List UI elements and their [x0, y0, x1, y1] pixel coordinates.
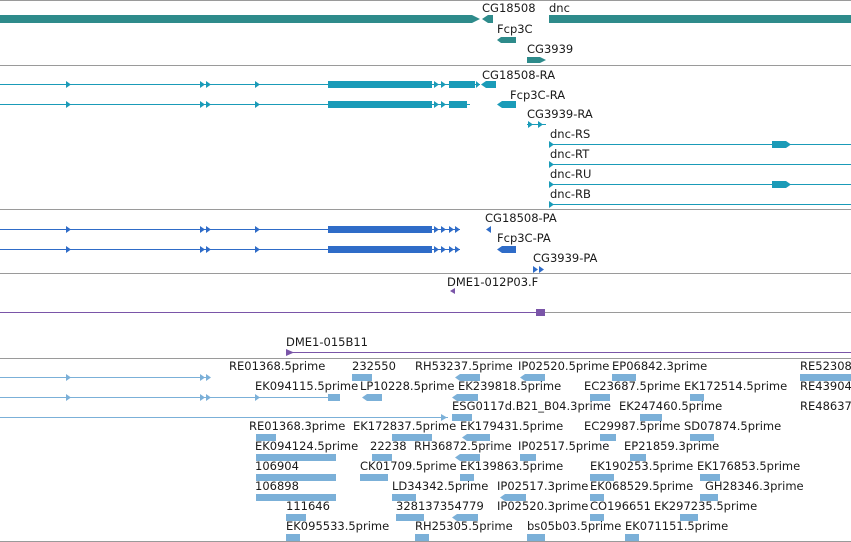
transcript-label-dnc-RS: dnc-RS	[550, 127, 590, 141]
est-label[interactable]: EC23687.5prime	[584, 379, 680, 393]
est-label[interactable]: EK094115.5prime	[255, 379, 358, 393]
est-label[interactable]: EK094124.5prime	[255, 439, 358, 453]
gene-label-CG18508: CG18508	[482, 1, 536, 15]
clone-label-DME1-012P03.F: DME1-012P03.F	[447, 275, 538, 289]
clone-line-upper[interactable]	[0, 309, 545, 316]
est-label[interactable]: 106904	[255, 459, 299, 473]
protein-label-CG3939-PA: CG3939-PA	[533, 251, 598, 265]
est-label[interactable]: EK190253.5prime	[590, 459, 693, 473]
est-label[interactable]: CK01709.5prime	[360, 459, 457, 473]
gene-CG18508[interactable]: CG18508	[0, 1, 536, 23]
transcript-CG3939-RA[interactable]: CG3939-RA	[527, 107, 593, 128]
protein-label-CG18508-PA: CG18508-PA	[485, 211, 557, 225]
gene-track: CG18508 dnc Fcp3C CG3939	[0, 1, 851, 63]
transcript-dnc-RB[interactable]: dnc-RB	[549, 187, 851, 208]
est-label[interactable]: SD07874.5prime	[684, 419, 781, 433]
est-label[interactable]: LD34342.5prime	[392, 479, 488, 493]
transcript-label-Fcp3C-RA: Fcp3C-RA	[510, 88, 565, 102]
transcript-label-dnc-RB: dnc-RB	[550, 187, 591, 201]
clone-DME1-012P03.F[interactable]: DME1-012P03.F	[447, 275, 538, 294]
clone-track-2: DME1-015B11	[0, 309, 851, 356]
est-track: RE01368.5prime 232550 RH53237.5prime IP0…	[0, 359, 851, 541]
est-label[interactable]: IP02517.5prime	[518, 439, 609, 453]
est-label[interactable]: EK179431.5prime	[460, 419, 563, 433]
est-label[interactable]: EP06842.3prime	[612, 359, 707, 373]
est-label[interactable]: 22238	[370, 439, 407, 453]
transcript-dnc-RS[interactable]: dnc-RS	[549, 127, 851, 148]
clone-track: DME1-012P03.F	[447, 275, 538, 294]
est-row-line-2[interactable]	[0, 394, 340, 401]
est-label[interactable]: RE01368.5prime	[229, 359, 325, 373]
protein-track: CG18508-PA Fcp3C-PA CG3939-PA	[0, 211, 598, 273]
est-row-line-1[interactable]	[0, 374, 211, 381]
est-label[interactable]: 111646	[286, 499, 330, 513]
protein-label-Fcp3C-PA: Fcp3C-PA	[497, 231, 551, 245]
gene-Fcp3C[interactable]: Fcp3C	[497, 22, 533, 43]
gene-CG3939[interactable]: CG3939	[527, 42, 573, 63]
est-label[interactable]: EK172837.5prime	[353, 419, 456, 433]
est-label[interactable]: RE48637	[800, 399, 851, 413]
protein-Fcp3C-PA-row[interactable]: Fcp3C-PA	[0, 231, 551, 253]
est-label[interactable]: 106898	[255, 479, 299, 493]
est-label[interactable]: RE01368.3prime	[249, 419, 345, 433]
est-label[interactable]: RE43904	[800, 379, 851, 393]
est-label[interactable]: RH36872.5prime	[414, 439, 512, 453]
clone-label-DME1-015B11: DME1-015B11	[286, 335, 368, 349]
est-label[interactable]: RH53237.5prime	[415, 359, 513, 373]
protein-CG3939-PA[interactable]: CG3939-PA	[533, 251, 598, 273]
est-label[interactable]: RE52308	[800, 359, 851, 373]
est-label[interactable]: CO196651	[590, 499, 651, 513]
transcript-label-dnc-RT: dnc-RT	[550, 147, 590, 161]
est-label[interactable]: GH28346.3prime	[705, 479, 804, 493]
clone-DME1-015B11[interactable]: DME1-015B11	[286, 335, 851, 356]
est-label[interactable]: bs05b03.5prime	[527, 519, 621, 533]
est-label[interactable]: LP10228.5prime	[360, 379, 454, 393]
est-label[interactable]: EK172514.5prime	[684, 379, 787, 393]
gene-label-dnc: dnc	[549, 1, 570, 15]
transcript-label-dnc-RU: dnc-RU	[550, 167, 591, 181]
transcript-dnc-RU[interactable]: dnc-RU	[549, 167, 851, 188]
est-label[interactable]: EK297235.5prime	[654, 499, 757, 513]
transcript-Fcp3C-RA-row[interactable]: Fcp3C-RA	[0, 88, 565, 108]
est-label[interactable]: IP02520.5prime	[518, 359, 609, 373]
est-label[interactable]: EC29987.5prime	[584, 419, 680, 433]
est-label[interactable]: 232550	[352, 359, 396, 373]
gene-label-Fcp3C: Fcp3C	[497, 22, 533, 36]
est-label[interactable]: IP02520.3prime	[497, 499, 588, 513]
est-label[interactable]: ESG0117d.B21_B04.3prime	[452, 399, 611, 413]
est-label[interactable]: EK071151.5prime	[625, 519, 728, 533]
gene-label-CG3939: CG3939	[527, 42, 573, 56]
est-label[interactable]: EK247460.5prime	[619, 399, 722, 413]
protein-CG18508-PA[interactable]: CG18508-PA	[0, 211, 557, 233]
est-label[interactable]: EP21859.3prime	[624, 439, 719, 453]
est-label[interactable]: EK239818.5prime	[458, 379, 561, 393]
est-label[interactable]: RH25305.5prime	[415, 519, 513, 533]
est-label[interactable]: 328137354779	[396, 499, 484, 513]
transcript-track: CG18508-RA Fcp3C-RA CG3939-RA	[0, 68, 851, 208]
est-row-line-3[interactable]	[0, 414, 448, 421]
est-label[interactable]: EK095533.5prime	[286, 519, 389, 533]
transcript-label-CG3939-RA: CG3939-RA	[527, 107, 593, 121]
est-label[interactable]: EK176853.5prime	[697, 459, 800, 473]
est-label[interactable]: EK139863.5prime	[460, 459, 563, 473]
transcript-dnc-RT[interactable]: dnc-RT	[549, 147, 851, 168]
gene-dnc[interactable]: dnc	[549, 1, 851, 23]
transcript-CG18508-RA-row1[interactable]: CG18508-RA	[0, 68, 555, 88]
est-label[interactable]: IP02517.3prime	[497, 479, 588, 493]
transcript-label-CG18508-RA: CG18508-RA	[482, 68, 555, 82]
est-label[interactable]: EK068529.5prime	[590, 479, 693, 493]
